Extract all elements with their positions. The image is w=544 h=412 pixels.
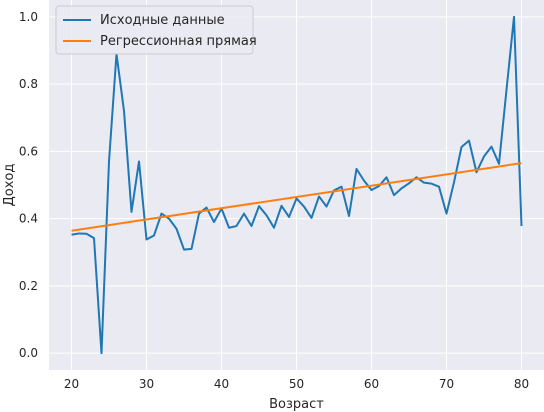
- y-tick-label: 0.8: [19, 77, 38, 91]
- y-tick-label: 0.0: [19, 346, 38, 360]
- x-tick-label: 50: [289, 377, 304, 391]
- y-tick-labels: 0.0 0.2 0.4 0.6 0.8 1.0: [19, 10, 38, 360]
- x-tick-labels: 20 30 40 50 60 70 80: [64, 377, 529, 391]
- x-tick-label: 20: [64, 377, 79, 391]
- x-tick-label: 70: [439, 377, 454, 391]
- x-tick-label: 40: [214, 377, 229, 391]
- legend-label-regression: Регрессионная прямая: [100, 34, 257, 49]
- x-axis-label: Возраст: [269, 397, 324, 412]
- series-layer: [71, 15, 523, 355]
- legend: Исходные данные Регрессионная прямая: [55, 5, 257, 55]
- x-tick-label: 60: [364, 377, 379, 391]
- series-line-original: [71, 15, 523, 355]
- y-tick-label: 0.6: [19, 144, 38, 158]
- y-tick-label: 0.4: [19, 212, 38, 226]
- legend-label-original: Исходные данные: [100, 13, 225, 28]
- y-axis-label: Доход: [2, 164, 17, 207]
- y-tick-label: 1.0: [19, 10, 38, 24]
- x-tick-label: 30: [139, 377, 154, 391]
- series-line-regression: [71, 162, 522, 232]
- legend-box: [55, 5, 254, 55]
- y-tick-label: 0.2: [19, 279, 38, 293]
- x-tick-label: 80: [514, 377, 529, 391]
